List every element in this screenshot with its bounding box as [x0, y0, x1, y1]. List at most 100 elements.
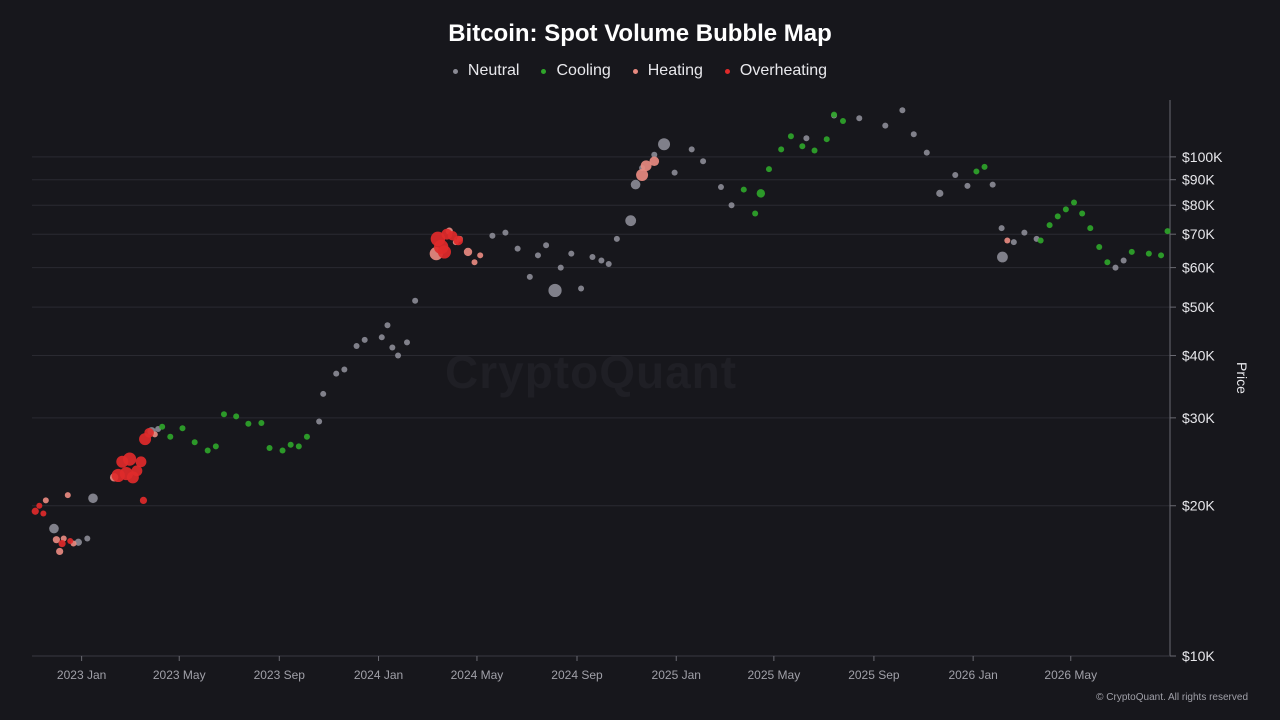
data-point-neutral[interactable]	[910, 131, 917, 138]
data-point-cooling[interactable]	[287, 441, 294, 448]
data-point-cooling[interactable]	[204, 447, 211, 454]
data-point-neutral[interactable]	[320, 390, 327, 397]
data-point-neutral[interactable]	[514, 245, 521, 252]
data-point-heating[interactable]	[56, 547, 64, 556]
data-point-neutral[interactable]	[74, 538, 82, 546]
data-point-neutral[interactable]	[952, 171, 959, 178]
data-point-cooling[interactable]	[811, 147, 818, 154]
legend-item-overheating[interactable]: Overheating	[724, 62, 827, 80]
data-point-neutral[interactable]	[568, 250, 575, 257]
data-point-cooling[interactable]	[1158, 252, 1165, 259]
data-point-cooling[interactable]	[752, 210, 759, 217]
data-point-cooling[interactable]	[1079, 210, 1086, 217]
data-point-heating[interactable]	[471, 259, 478, 266]
data-point-heating[interactable]	[42, 497, 49, 504]
data-point-cooling[interactable]	[1096, 243, 1103, 250]
data-point-cooling[interactable]	[1145, 250, 1152, 257]
data-point-overheating[interactable]	[135, 456, 147, 468]
data-point-cooling[interactable]	[740, 186, 747, 193]
data-point-neutral[interactable]	[403, 339, 410, 346]
data-point-cooling[interactable]	[266, 445, 273, 452]
data-point-neutral[interactable]	[412, 297, 419, 304]
data-point-cooling[interactable]	[1087, 225, 1094, 232]
data-point-neutral[interactable]	[923, 149, 930, 156]
data-point-overheating[interactable]	[36, 502, 43, 509]
data-point-heating[interactable]	[640, 160, 652, 172]
data-point-cooling[interactable]	[778, 146, 785, 153]
data-point-neutral[interactable]	[630, 179, 641, 190]
data-point-neutral[interactable]	[384, 322, 391, 329]
data-point-neutral[interactable]	[341, 366, 348, 373]
data-point-neutral[interactable]	[997, 251, 1008, 263]
data-point-neutral[interactable]	[658, 138, 671, 151]
data-point-neutral[interactable]	[1010, 239, 1017, 246]
data-point-cooling[interactable]	[220, 411, 227, 418]
data-point-neutral[interactable]	[353, 342, 360, 349]
data-point-neutral[interactable]	[882, 122, 889, 129]
data-point-neutral[interactable]	[651, 151, 658, 158]
data-point-neutral[interactable]	[378, 334, 385, 341]
data-point-neutral[interactable]	[998, 225, 1005, 232]
data-point-cooling[interactable]	[233, 413, 240, 420]
data-point-neutral[interactable]	[803, 135, 810, 142]
data-point-cooling[interactable]	[839, 117, 846, 124]
data-point-cooling[interactable]	[765, 166, 772, 173]
data-point-overheating[interactable]	[437, 245, 452, 259]
data-point-cooling[interactable]	[179, 425, 186, 432]
data-point-cooling[interactable]	[1037, 237, 1044, 244]
data-point-heating[interactable]	[64, 492, 71, 499]
data-point-neutral[interactable]	[1120, 257, 1127, 264]
data-point-cooling[interactable]	[973, 168, 980, 175]
data-point-neutral[interactable]	[613, 235, 620, 242]
data-point-heating[interactable]	[477, 252, 484, 259]
data-point-neutral[interactable]	[964, 182, 971, 189]
data-point-neutral[interactable]	[316, 418, 323, 425]
data-point-cooling[interactable]	[1062, 206, 1069, 213]
data-point-cooling[interactable]	[799, 143, 806, 150]
data-point-neutral[interactable]	[49, 523, 59, 534]
data-point-heating[interactable]	[636, 168, 649, 181]
data-point-cooling[interactable]	[245, 420, 252, 427]
data-point-neutral[interactable]	[578, 285, 585, 292]
data-point-overheating[interactable]	[67, 537, 74, 544]
data-point-cooling[interactable]	[167, 433, 174, 440]
data-point-cooling[interactable]	[279, 447, 286, 454]
data-point-heating[interactable]	[1004, 237, 1011, 244]
data-point-cooling[interactable]	[1071, 199, 1078, 206]
data-point-neutral[interactable]	[625, 215, 637, 227]
data-point-neutral[interactable]	[989, 181, 996, 188]
data-point-overheating[interactable]	[131, 465, 143, 477]
data-point-cooling[interactable]	[831, 111, 838, 118]
data-point-overheating[interactable]	[123, 452, 137, 466]
data-point-neutral[interactable]	[489, 232, 496, 239]
legend-item-cooling[interactable]: Cooling	[541, 62, 611, 80]
data-point-neutral[interactable]	[543, 242, 550, 249]
data-point-cooling[interactable]	[1046, 222, 1053, 229]
data-point-neutral[interactable]	[598, 257, 605, 264]
data-point-neutral[interactable]	[526, 273, 533, 280]
data-point-neutral[interactable]	[502, 229, 509, 236]
data-point-cooling[interactable]	[159, 423, 166, 430]
data-point-neutral[interactable]	[1021, 229, 1028, 236]
data-point-cooling[interactable]	[303, 433, 310, 440]
data-point-heating[interactable]	[649, 156, 660, 167]
data-point-cooling[interactable]	[823, 136, 830, 143]
data-point-overheating[interactable]	[40, 510, 47, 517]
data-point-cooling[interactable]	[191, 439, 198, 446]
data-point-cooling[interactable]	[787, 133, 794, 140]
data-point-cooling[interactable]	[295, 443, 302, 450]
data-point-overheating[interactable]	[453, 235, 464, 246]
data-point-overheating[interactable]	[58, 539, 66, 548]
data-point-heating[interactable]	[463, 247, 473, 257]
data-point-neutral[interactable]	[728, 202, 735, 209]
data-point-neutral[interactable]	[389, 344, 396, 351]
data-point-heating[interactable]	[52, 536, 61, 544]
data-point-cooling[interactable]	[258, 419, 265, 426]
data-point-neutral[interactable]	[899, 107, 906, 114]
data-point-neutral[interactable]	[88, 493, 98, 504]
data-point-cooling[interactable]	[1164, 228, 1171, 235]
data-point-neutral[interactable]	[557, 264, 564, 271]
data-point-neutral[interactable]	[936, 189, 944, 197]
data-point-cooling[interactable]	[981, 163, 988, 170]
data-point-neutral[interactable]	[84, 535, 91, 542]
